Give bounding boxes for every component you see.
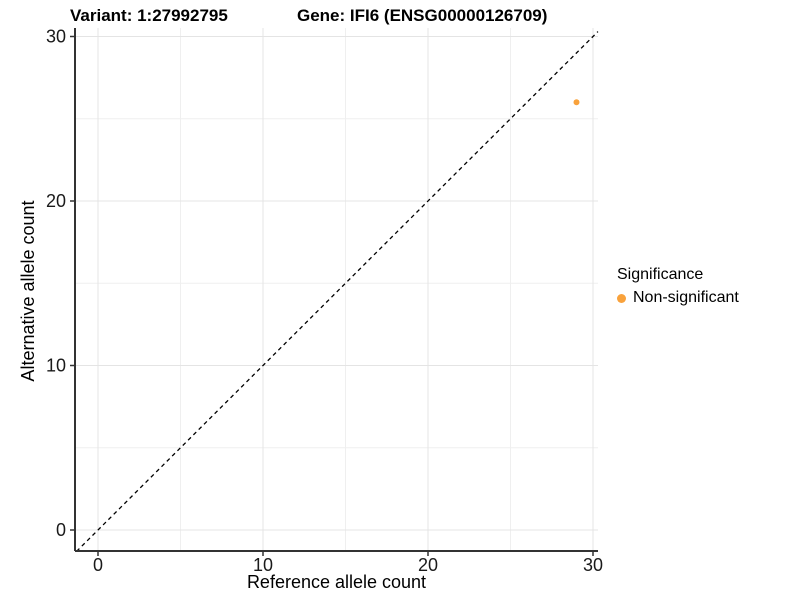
y-tick-label: 0 [56, 520, 66, 540]
x-tick-label: 10 [253, 555, 273, 575]
y-tick-label: 10 [46, 356, 66, 376]
plot-title-variant: Variant: 1:27992795 [70, 6, 228, 25]
y-tick-label: 30 [46, 27, 66, 47]
data-point [573, 99, 580, 106]
x-axis-title: Reference allele count [246, 572, 427, 592]
legend-item: Non-significant [617, 289, 739, 307]
legend-item-label: Non-significant [633, 289, 739, 306]
legend-title: Significance [617, 266, 704, 283]
plot-title-gene: Gene: IFI6 (ENSG00000126709) [297, 6, 548, 25]
x-tick-label: 0 [93, 555, 103, 575]
identity-line [76, 31, 599, 552]
x-tick-label: 20 [418, 555, 438, 575]
y-tick-label: 20 [46, 191, 66, 211]
y-axis-title: Alternative allele count [18, 200, 38, 382]
x-tick-label: 30 [583, 555, 603, 575]
legend-point-icon [617, 293, 626, 303]
legend: Significance Non-significant [617, 265, 739, 307]
